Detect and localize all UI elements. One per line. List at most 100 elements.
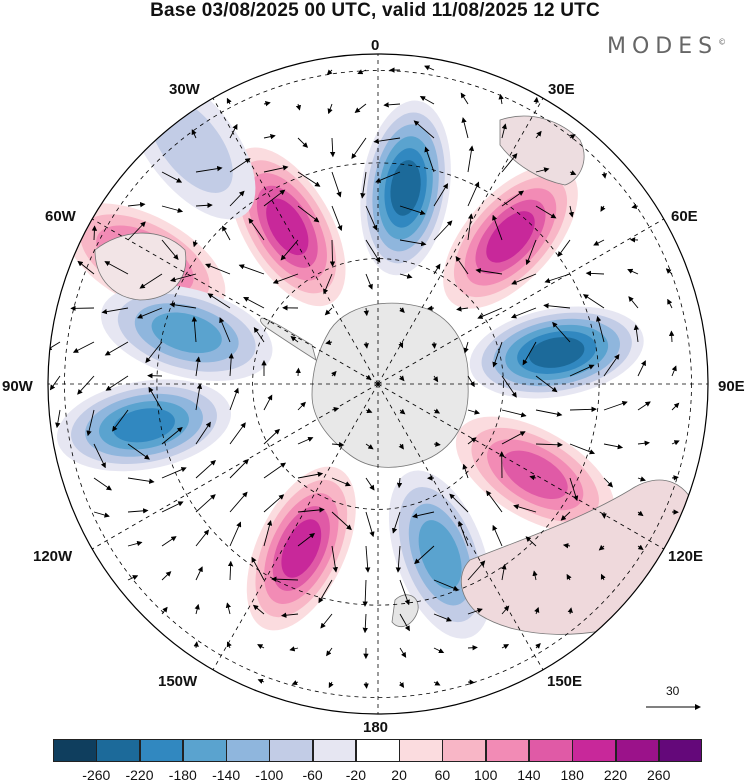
colorbar-tick-12: 220	[603, 767, 628, 783]
south-america-coast	[94, 232, 187, 301]
wind-vector-205	[195, 494, 216, 513]
wind-vector-47	[365, 205, 378, 231]
wind-vector-89	[627, 268, 639, 275]
meridian-30	[377, 98, 544, 385]
wind-vector-164	[637, 401, 651, 411]
meridian-60	[377, 218, 664, 385]
wind-vector-45	[297, 205, 320, 223]
modes-logo: MODES©	[607, 34, 726, 59]
wind-vector-24	[535, 130, 542, 139]
wind-vector-226	[331, 545, 338, 573]
wind-vector-238	[195, 566, 203, 581]
wind-vector-38	[569, 170, 577, 176]
wind-vector-30	[297, 171, 321, 187]
wind-vector-203	[127, 508, 149, 514]
wind-vector-248	[532, 570, 538, 581]
wind-vector-239	[227, 560, 234, 581]
wind-vector-223	[229, 521, 242, 547]
wind-vector-100	[399, 307, 405, 313]
wind-vector-68	[492, 214, 503, 241]
wind-vector-270	[399, 647, 407, 658]
colorbar-swatch-0	[53, 739, 97, 762]
wind-vector-67	[467, 213, 474, 241]
wind-vector-37	[535, 167, 550, 173]
wind-vector-23	[501, 123, 507, 139]
wind-vector-216	[560, 511, 571, 521]
wind-vector-179	[535, 442, 563, 448]
wind-vector-187	[195, 459, 216, 479]
colorbar-tick-13: 260	[647, 767, 671, 783]
wind-vector-192	[365, 477, 375, 491]
lon-label-60w: 60W	[45, 208, 76, 225]
wind-vector-197	[529, 475, 537, 481]
colorbar-tick-1: -220	[125, 767, 154, 783]
wind-vector-126	[633, 324, 640, 343]
wind-vector-116	[290, 336, 299, 343]
wind-vector-43	[229, 190, 245, 207]
colorbar-swatch-7	[355, 739, 400, 762]
wind-vector-256	[320, 613, 333, 629]
anomaly-contour-4-3	[418, 520, 462, 590]
wind-vector-25	[569, 134, 576, 140]
wind-vector-264	[193, 641, 199, 649]
wind-vector-107	[628, 296, 639, 309]
lon-label-30e: 30E	[548, 81, 575, 98]
wind-vector-61	[248, 217, 265, 241]
wind-vector-105	[543, 303, 571, 309]
wind-vector-204	[161, 501, 184, 513]
wind-vector-35	[467, 145, 475, 173]
lon-label-90w: 90W	[2, 378, 33, 395]
colorbar-swatch-3	[182, 739, 227, 762]
wind-vector-29	[263, 165, 289, 173]
wind-vector-90	[665, 268, 673, 275]
wind-vector-206	[229, 491, 248, 513]
wind-vector-69	[525, 239, 537, 266]
meridian-210	[212, 383, 379, 670]
wind-vector-52	[535, 205, 557, 219]
wind-vector-51	[501, 190, 525, 207]
wind-vector-54	[600, 205, 606, 212]
wind-vector-245	[433, 579, 459, 591]
wind-vector-71	[593, 239, 605, 246]
wind-vector-3	[424, 65, 435, 71]
wind-vector-185	[127, 477, 155, 484]
wind-vector-209	[331, 511, 352, 531]
graticule	[48, 54, 708, 714]
wind-vector-235	[637, 544, 644, 551]
wind-vector-271	[433, 647, 445, 654]
wind-vector-259	[433, 613, 452, 622]
wind-vector-151	[195, 383, 203, 411]
colorbar-tick-7: 20	[391, 767, 407, 783]
wind-vector-104	[510, 307, 537, 319]
wind-vector-154	[297, 401, 306, 411]
wind-vector-0	[326, 69, 333, 76]
lon-label-150e: 150E	[547, 673, 583, 690]
wind-vector-98	[324, 307, 333, 316]
wind-vector-276	[291, 680, 299, 686]
wind-vector-95	[207, 293, 231, 309]
wind-vector-20	[373, 137, 401, 144]
wind-vector-249	[566, 573, 572, 581]
wind-vector-161	[535, 409, 563, 417]
wind-vector-221	[161, 536, 177, 547]
wind-vector-137	[365, 374, 372, 381]
wind-vector-22	[461, 117, 469, 139]
colorbar-tick-0: -260	[82, 767, 111, 783]
wind-vector-272	[467, 645, 478, 651]
wind-vector-84	[455, 255, 469, 275]
wind-vector-167	[127, 443, 150, 460]
wind-vector-18	[329, 137, 336, 158]
wind-vector-31	[331, 171, 342, 198]
colorbar-tick-3: -140	[212, 767, 241, 783]
wind-vector-186	[161, 467, 187, 479]
wind-vectors	[48, 65, 680, 689]
wind-vector-124	[552, 321, 571, 343]
wind-vector-240	[251, 556, 265, 581]
wind-vector-229	[414, 545, 435, 565]
wind-vector-182	[637, 440, 650, 446]
brand-name: MODES	[607, 34, 719, 59]
wind-vector-10	[419, 96, 435, 105]
wind-vector-242	[318, 579, 333, 604]
wind-vector-12	[498, 93, 504, 105]
